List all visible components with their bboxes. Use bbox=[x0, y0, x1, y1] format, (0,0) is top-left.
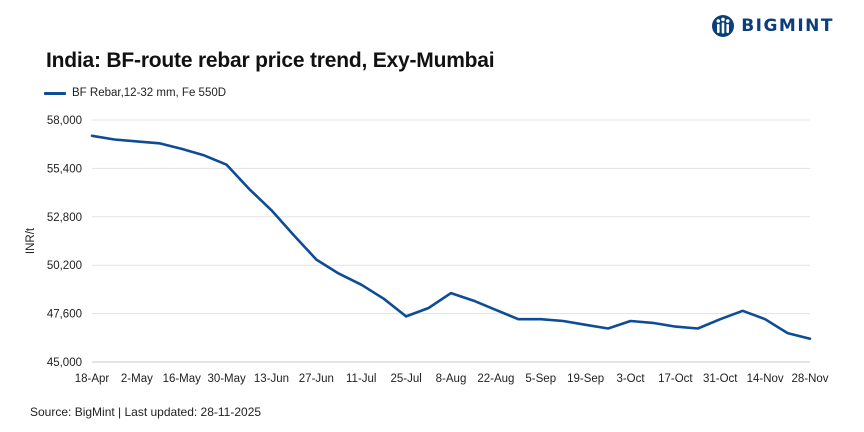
x-tick-label: 3-Oct bbox=[616, 373, 645, 385]
chart-title: India: BF-route rebar price trend, Exy-M… bbox=[46, 49, 495, 72]
y-tick-label: 45,000 bbox=[47, 357, 82, 369]
brand-logo: BIGMINT bbox=[711, 14, 834, 38]
x-tick-label: 16-May bbox=[163, 373, 202, 385]
legend-label: BF Rebar,12-32 mm, Fe 550D bbox=[72, 87, 227, 99]
x-tick-label: 8-Aug bbox=[436, 373, 467, 385]
y-tick-label: 47,600 bbox=[47, 309, 82, 321]
y-tick-label: 55,400 bbox=[47, 163, 82, 175]
x-tick-label: 13-Jun bbox=[254, 373, 289, 385]
legend-swatch bbox=[44, 91, 66, 95]
chart-legend: BF Rebar,12-32 mm, Fe 550D bbox=[44, 87, 226, 99]
series-line bbox=[90, 134, 812, 340]
x-tick-label: 14-Nov bbox=[747, 373, 784, 385]
x-tick-label: 5-Sep bbox=[525, 373, 556, 385]
y-tick-label: 50,200 bbox=[47, 260, 82, 272]
x-tick-label: 22-Aug bbox=[477, 373, 514, 385]
y-tick-label: 58,000 bbox=[47, 115, 82, 127]
x-tick-label: 25-Jul bbox=[390, 373, 421, 385]
y-tick-label: 52,800 bbox=[47, 212, 82, 224]
brand-name: BIGMINT bbox=[741, 16, 834, 36]
bigmint-logo-icon bbox=[712, 15, 735, 37]
x-tick-label: 28-Nov bbox=[791, 373, 828, 385]
source-note: Source: BigMint | Last updated: 28-11-20… bbox=[30, 405, 262, 419]
x-tick-label: 17-Oct bbox=[658, 373, 693, 385]
x-tick-label: 18-Apr bbox=[75, 373, 110, 385]
x-tick-label: 31-Oct bbox=[703, 373, 738, 385]
x-tick-label: 30-May bbox=[207, 373, 246, 385]
x-tick-label: 11-Jul bbox=[346, 373, 376, 385]
y-axis-label: INR/t bbox=[25, 227, 37, 254]
x-tick-label: 27-Jun bbox=[299, 373, 334, 385]
x-tick-label: 19-Sep bbox=[567, 373, 604, 385]
x-tick-label: 2-May bbox=[121, 373, 153, 385]
